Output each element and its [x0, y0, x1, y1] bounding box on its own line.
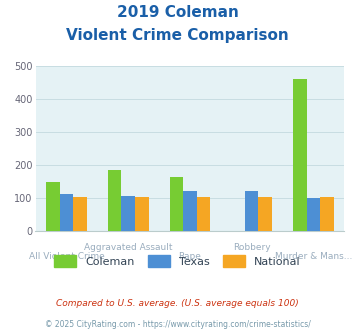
- Text: Compared to U.S. average. (U.S. average equals 100): Compared to U.S. average. (U.S. average …: [56, 299, 299, 308]
- Text: © 2025 CityRating.com - https://www.cityrating.com/crime-statistics/: © 2025 CityRating.com - https://www.city…: [45, 320, 310, 329]
- Text: Aggravated Assault: Aggravated Assault: [84, 243, 173, 251]
- Bar: [307, 198, 320, 231]
- Bar: [135, 197, 148, 231]
- Bar: [121, 196, 135, 231]
- Text: 2019 Coleman: 2019 Coleman: [116, 5, 239, 20]
- Bar: [170, 177, 183, 231]
- Bar: [46, 182, 60, 231]
- Text: Murder & Mans...: Murder & Mans...: [275, 252, 352, 261]
- Bar: [258, 197, 272, 231]
- Bar: [60, 194, 73, 231]
- Bar: [245, 191, 258, 231]
- Text: Robbery: Robbery: [233, 243, 271, 251]
- Bar: [197, 197, 210, 231]
- Text: Rape: Rape: [179, 252, 201, 261]
- Bar: [183, 191, 197, 231]
- Text: Violent Crime Comparison: Violent Crime Comparison: [66, 28, 289, 43]
- Bar: [73, 197, 87, 231]
- Bar: [108, 170, 121, 231]
- Bar: [293, 79, 307, 231]
- Text: All Violent Crime: All Violent Crime: [28, 252, 104, 261]
- Legend: Coleman, Texas, National: Coleman, Texas, National: [54, 255, 301, 267]
- Bar: [320, 197, 334, 231]
